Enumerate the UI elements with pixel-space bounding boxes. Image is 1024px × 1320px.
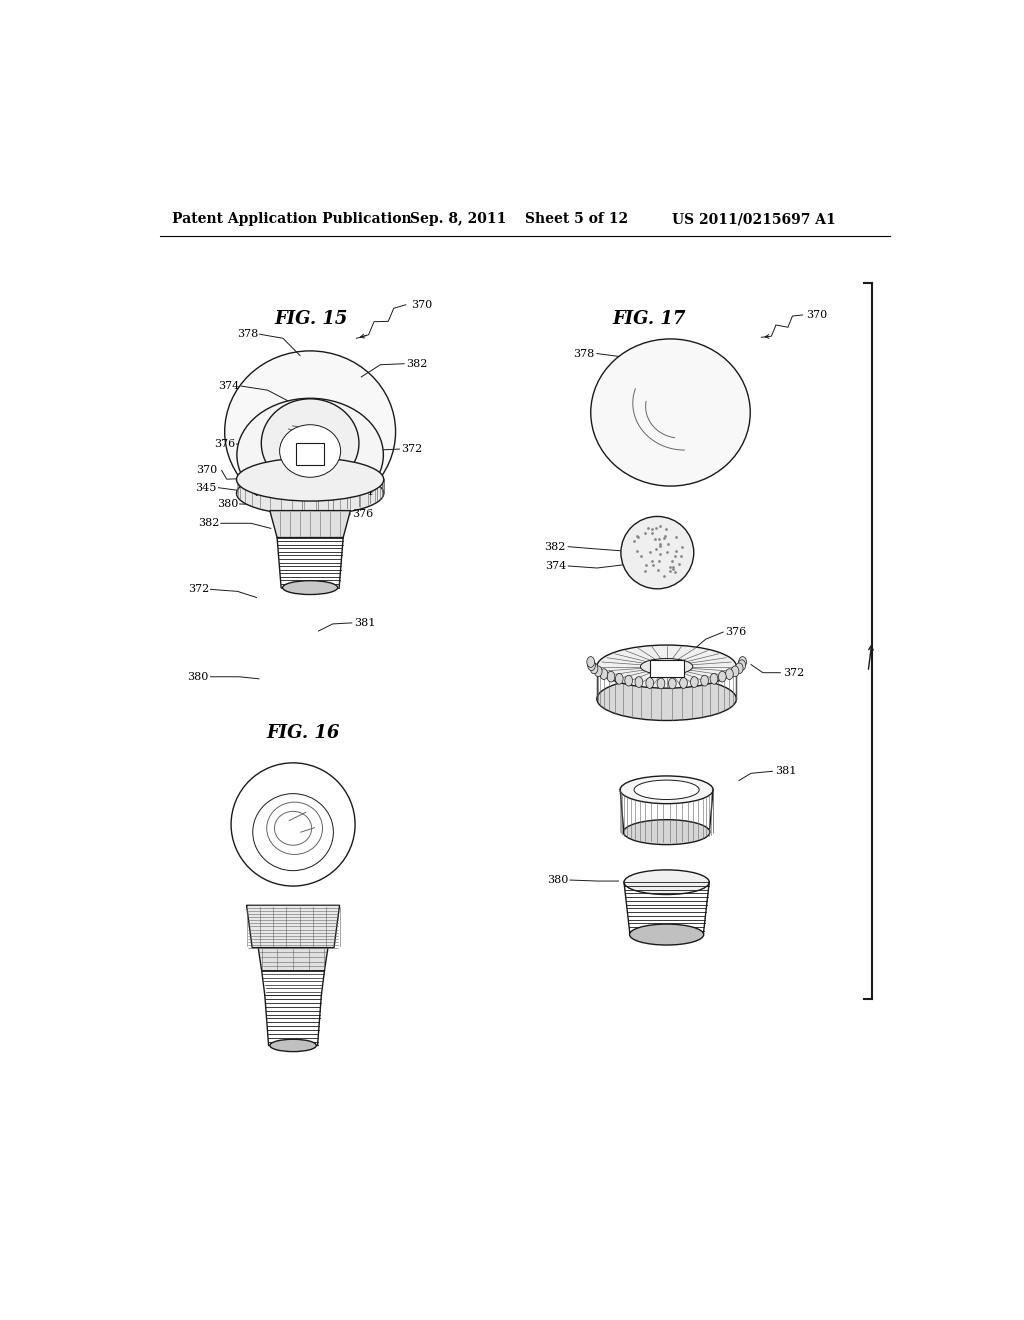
Text: 372: 372 <box>187 585 209 594</box>
Text: 382: 382 <box>406 359 427 368</box>
Text: FIG. 16: FIG. 16 <box>267 723 340 742</box>
Ellipse shape <box>591 339 751 486</box>
Text: 380: 380 <box>187 672 209 681</box>
Text: FIG. 15: FIG. 15 <box>274 310 348 327</box>
Ellipse shape <box>630 924 703 945</box>
Text: FIG. 17: FIG. 17 <box>612 310 685 327</box>
Text: 370: 370 <box>807 310 827 319</box>
Text: 376: 376 <box>352 510 374 519</box>
Ellipse shape <box>710 673 718 684</box>
Text: US 2011/0215697 A1: US 2011/0215697 A1 <box>672 213 836 227</box>
Ellipse shape <box>624 820 710 845</box>
Ellipse shape <box>680 677 687 689</box>
Text: 370: 370 <box>196 466 217 475</box>
Ellipse shape <box>669 678 676 689</box>
Ellipse shape <box>625 676 633 686</box>
Text: 378: 378 <box>573 348 595 359</box>
Ellipse shape <box>634 780 699 800</box>
Ellipse shape <box>635 677 643 688</box>
Text: 381: 381 <box>775 767 796 776</box>
Ellipse shape <box>283 581 338 594</box>
Ellipse shape <box>646 677 653 689</box>
Ellipse shape <box>738 660 745 671</box>
Ellipse shape <box>280 425 341 478</box>
Ellipse shape <box>640 659 693 675</box>
Ellipse shape <box>269 1039 316 1052</box>
Ellipse shape <box>587 656 595 668</box>
Ellipse shape <box>615 673 624 684</box>
Ellipse shape <box>607 672 614 682</box>
Ellipse shape <box>597 677 736 721</box>
Polygon shape <box>270 511 350 537</box>
Text: 380: 380 <box>217 499 238 510</box>
Text: Patent Application Publication: Patent Application Publication <box>172 213 412 227</box>
Ellipse shape <box>735 663 743 673</box>
Ellipse shape <box>725 669 733 680</box>
Ellipse shape <box>657 678 665 689</box>
Text: 370: 370 <box>412 300 432 310</box>
Polygon shape <box>258 948 328 970</box>
Text: 376: 376 <box>214 440 234 449</box>
Text: 372: 372 <box>782 668 804 677</box>
Ellipse shape <box>237 399 383 511</box>
Ellipse shape <box>738 656 746 668</box>
Bar <box>649 660 684 677</box>
Ellipse shape <box>588 660 595 671</box>
Ellipse shape <box>224 351 395 512</box>
Text: Sep. 8, 2011: Sep. 8, 2011 <box>410 213 506 227</box>
Text: 381: 381 <box>354 618 376 628</box>
Ellipse shape <box>700 676 709 686</box>
Ellipse shape <box>237 458 384 502</box>
Ellipse shape <box>719 672 726 682</box>
Polygon shape <box>247 906 340 948</box>
Text: 374: 374 <box>545 561 566 572</box>
Text: 382: 382 <box>545 541 566 552</box>
Text: 378: 378 <box>237 329 258 339</box>
Ellipse shape <box>600 669 608 680</box>
Text: 345: 345 <box>196 483 217 492</box>
Ellipse shape <box>731 667 739 677</box>
Ellipse shape <box>690 677 698 688</box>
Text: 382: 382 <box>198 519 219 528</box>
Bar <box>296 444 324 465</box>
Text: 374: 374 <box>218 381 240 391</box>
Text: 380: 380 <box>547 875 568 884</box>
Text: 376: 376 <box>725 627 746 638</box>
Text: 378: 378 <box>346 466 368 475</box>
Ellipse shape <box>594 667 602 677</box>
Ellipse shape <box>621 776 713 804</box>
Circle shape <box>621 516 693 589</box>
Ellipse shape <box>237 471 384 515</box>
Text: 374: 374 <box>352 487 374 496</box>
Text: Sheet 5 of 12: Sheet 5 of 12 <box>524 213 628 227</box>
Ellipse shape <box>624 870 710 895</box>
Ellipse shape <box>597 645 736 688</box>
Ellipse shape <box>261 399 359 488</box>
Ellipse shape <box>651 661 682 672</box>
Ellipse shape <box>590 663 598 673</box>
Text: 372: 372 <box>401 444 422 454</box>
